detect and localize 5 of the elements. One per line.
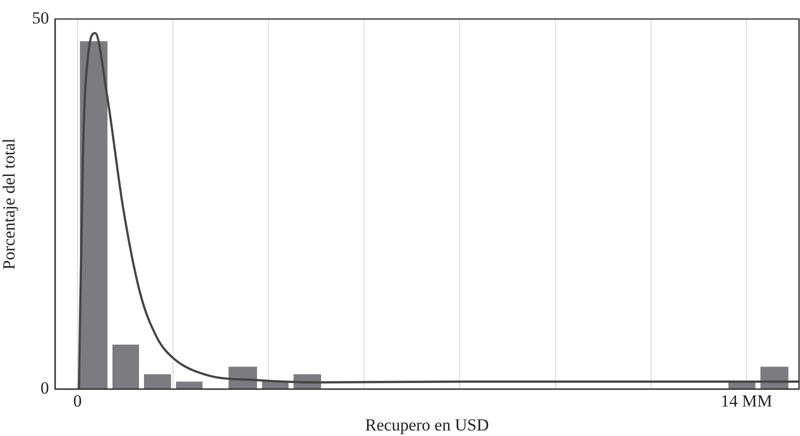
y-axis-title: Porcentaje del total <box>0 138 19 270</box>
y-tick-label: 50 <box>32 8 49 28</box>
line-series <box>78 32 799 389</box>
x-tick-label: 14 MM <box>720 392 772 411</box>
x-axis-title: Recupero en USD <box>365 415 489 434</box>
